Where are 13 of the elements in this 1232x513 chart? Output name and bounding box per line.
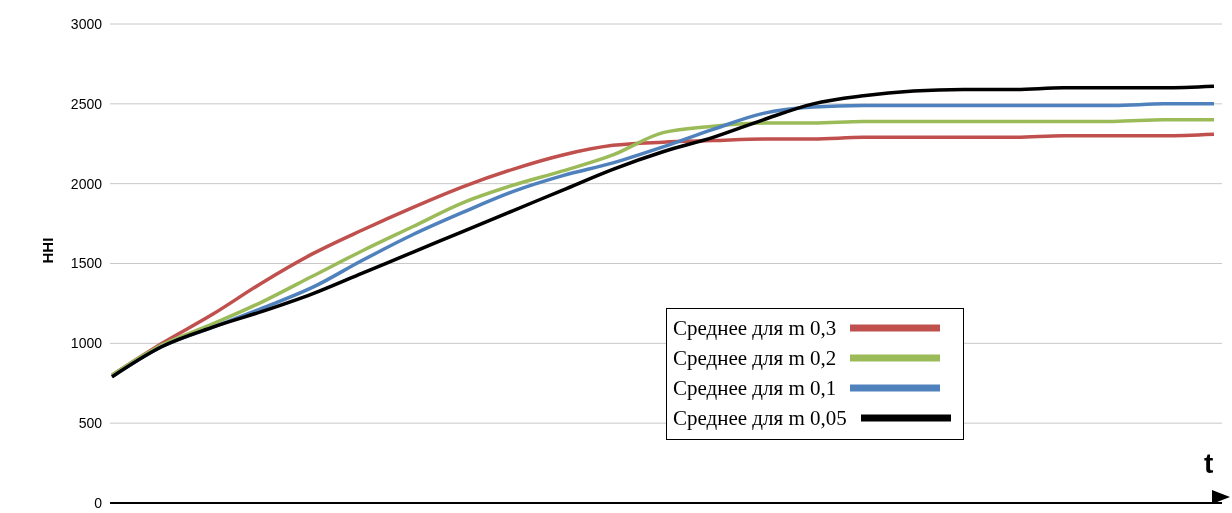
legend-label: Среднее для m 0,2 bbox=[673, 345, 837, 371]
y-tick-label: 2500 bbox=[70, 95, 103, 112]
y-tick-label: 500 bbox=[78, 415, 103, 432]
y-tick-label: 0 bbox=[94, 494, 103, 511]
legend-label: Среднее для m 0,3 bbox=[673, 315, 837, 341]
y-axis-title: HHI bbox=[39, 237, 57, 264]
x-axis-title: t bbox=[1204, 448, 1214, 480]
legend-label: Среднее для m 0,1 bbox=[673, 375, 837, 401]
y-tick-label: 2000 bbox=[70, 175, 103, 192]
legend-label: Среднее для m 0,05 bbox=[673, 405, 847, 431]
y-tick-label: 1000 bbox=[70, 335, 103, 352]
y-tick-label: 3000 bbox=[70, 15, 103, 32]
y-tick-label: 1500 bbox=[70, 255, 103, 272]
